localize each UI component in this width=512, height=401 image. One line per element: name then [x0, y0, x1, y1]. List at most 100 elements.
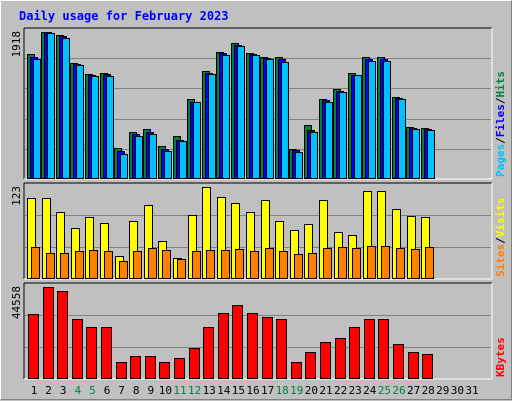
bar-sites-day-1: [31, 247, 40, 279]
bar-sites-day-11: [177, 259, 186, 279]
bar-kbytes-day-16: [247, 313, 258, 379]
bar-kbytes-day-27: [408, 352, 419, 379]
bar-sites-day-20: [308, 253, 317, 279]
bar-sites-day-25: [381, 246, 390, 279]
bar-kbytes-day-7: [116, 362, 127, 379]
x-tick-day-5: 5: [89, 384, 96, 397]
x-tick-day-12: 12: [188, 384, 201, 397]
bar-kbytes-day-3: [57, 291, 68, 379]
bar-kbytes-day-24: [364, 319, 375, 379]
bar-kbytes-day-11: [174, 358, 185, 379]
bar-kbytes-day-10: [159, 362, 170, 379]
bar-sites-day-15: [235, 249, 244, 279]
bar-pages-day-22: [339, 92, 347, 179]
panel-2-max-label: 44558: [10, 286, 23, 319]
x-tick-day-26: 26: [392, 384, 405, 397]
bar-kbytes-day-26: [393, 344, 404, 379]
panel-0-legend: Pages/Files/Hits: [494, 71, 507, 177]
bar-pages-day-19: [295, 152, 303, 179]
legend-hits: Hits: [494, 71, 507, 98]
panel-1-max-label: 123: [10, 186, 23, 206]
chart-panels: 1918Pages/Files/Hits123Sites/Visits44558…: [10, 27, 507, 397]
x-tick-day-22: 22: [334, 384, 347, 397]
bar-kbytes-day-17: [262, 317, 273, 379]
bar-kbytes-day-15: [232, 305, 243, 379]
bar-sites-day-24: [367, 246, 376, 279]
bar-sites-day-22: [338, 247, 347, 279]
bar-pages-day-16: [252, 55, 260, 179]
x-tick-day-19: 19: [290, 384, 303, 397]
legend-separator: /: [494, 97, 507, 104]
bar-sites-day-18: [279, 251, 288, 279]
bar-kbytes-day-9: [145, 356, 156, 379]
x-tick-day-18: 18: [276, 384, 289, 397]
x-tick-day-13: 13: [203, 384, 216, 397]
x-tick-day-2: 2: [45, 384, 52, 397]
bar-pages-day-10: [164, 151, 172, 179]
bar-kbytes-day-8: [130, 356, 141, 379]
bar-sites-day-16: [250, 251, 259, 279]
bar-pages-day-5: [91, 76, 99, 179]
x-tick-day-11: 11: [173, 384, 186, 397]
chart-title: Daily usage for February 2023: [19, 9, 229, 23]
x-tick-day-6: 6: [104, 384, 111, 397]
panel-1-legend: Sites/Visits: [494, 198, 507, 278]
bar-sites-day-13: [206, 250, 215, 279]
legend-visits: Visits: [494, 198, 507, 238]
bar-kbytes-day-13: [203, 327, 214, 379]
x-tick-day-1: 1: [31, 384, 38, 397]
bar-pages-day-6: [106, 76, 114, 179]
bar-kbytes-day-21: [320, 342, 331, 379]
bar-sites-day-28: [425, 247, 434, 279]
bar-sites-day-26: [396, 248, 405, 279]
legend-separator: /: [494, 237, 507, 244]
bar-kbytes-day-18: [276, 319, 287, 379]
bar-sites-day-21: [323, 248, 332, 279]
bar-kbytes-day-6: [101, 327, 112, 379]
x-tick-day-20: 20: [305, 384, 318, 397]
bar-kbytes-day-12: [189, 348, 200, 379]
bar-pages-day-21: [325, 102, 333, 179]
x-tick-day-25: 25: [378, 384, 391, 397]
bar-kbytes-day-25: [378, 319, 389, 379]
x-tick-day-8: 8: [133, 384, 140, 397]
bar-sites-day-17: [265, 248, 274, 279]
bar-kbytes-day-5: [86, 327, 97, 379]
bar-kbytes-day-23: [349, 327, 360, 379]
bar-kbytes-day-28: [422, 354, 433, 379]
bar-sites-day-12: [192, 251, 201, 279]
bar-pages-day-14: [222, 55, 230, 179]
legend-pages: Pages: [494, 144, 507, 177]
bar-sites-day-23: [352, 248, 361, 279]
bar-pages-day-13: [208, 74, 216, 179]
bar-sites-day-27: [411, 249, 420, 279]
x-tick-day-17: 17: [261, 384, 274, 397]
x-tick-day-14: 14: [217, 384, 231, 397]
bar-pages-day-2: [47, 33, 55, 179]
x-tick-day-28: 28: [422, 384, 435, 397]
x-tick-day-30: 30: [451, 384, 464, 397]
bar-sites-day-9: [148, 248, 157, 279]
bar-sites-day-6: [104, 251, 113, 279]
legend-sites: Sites: [494, 244, 507, 277]
bar-pages-day-27: [412, 129, 420, 179]
bar-sites-day-7: [119, 261, 128, 279]
bar-pages-day-24: [368, 61, 376, 179]
bar-pages-day-23: [354, 75, 362, 179]
panel-0-max-label: 1918: [10, 31, 23, 58]
x-tick-day-24: 24: [363, 384, 377, 397]
bar-kbytes-day-22: [335, 338, 346, 379]
bar-sites-day-4: [75, 251, 84, 279]
x-tick-day-7: 7: [118, 384, 125, 397]
bar-sites-day-8: [133, 251, 142, 279]
x-tick-day-23: 23: [349, 384, 362, 397]
bar-pages-day-12: [193, 102, 201, 179]
legend-kbytes: KBytes: [494, 337, 507, 377]
x-tick-day-27: 27: [407, 384, 420, 397]
bar-pages-day-7: [120, 154, 128, 179]
bar-pages-day-26: [398, 99, 406, 179]
x-tick-day-31: 31: [465, 384, 478, 397]
legend-files: Files: [494, 104, 507, 137]
bar-kbytes-day-20: [305, 352, 316, 379]
